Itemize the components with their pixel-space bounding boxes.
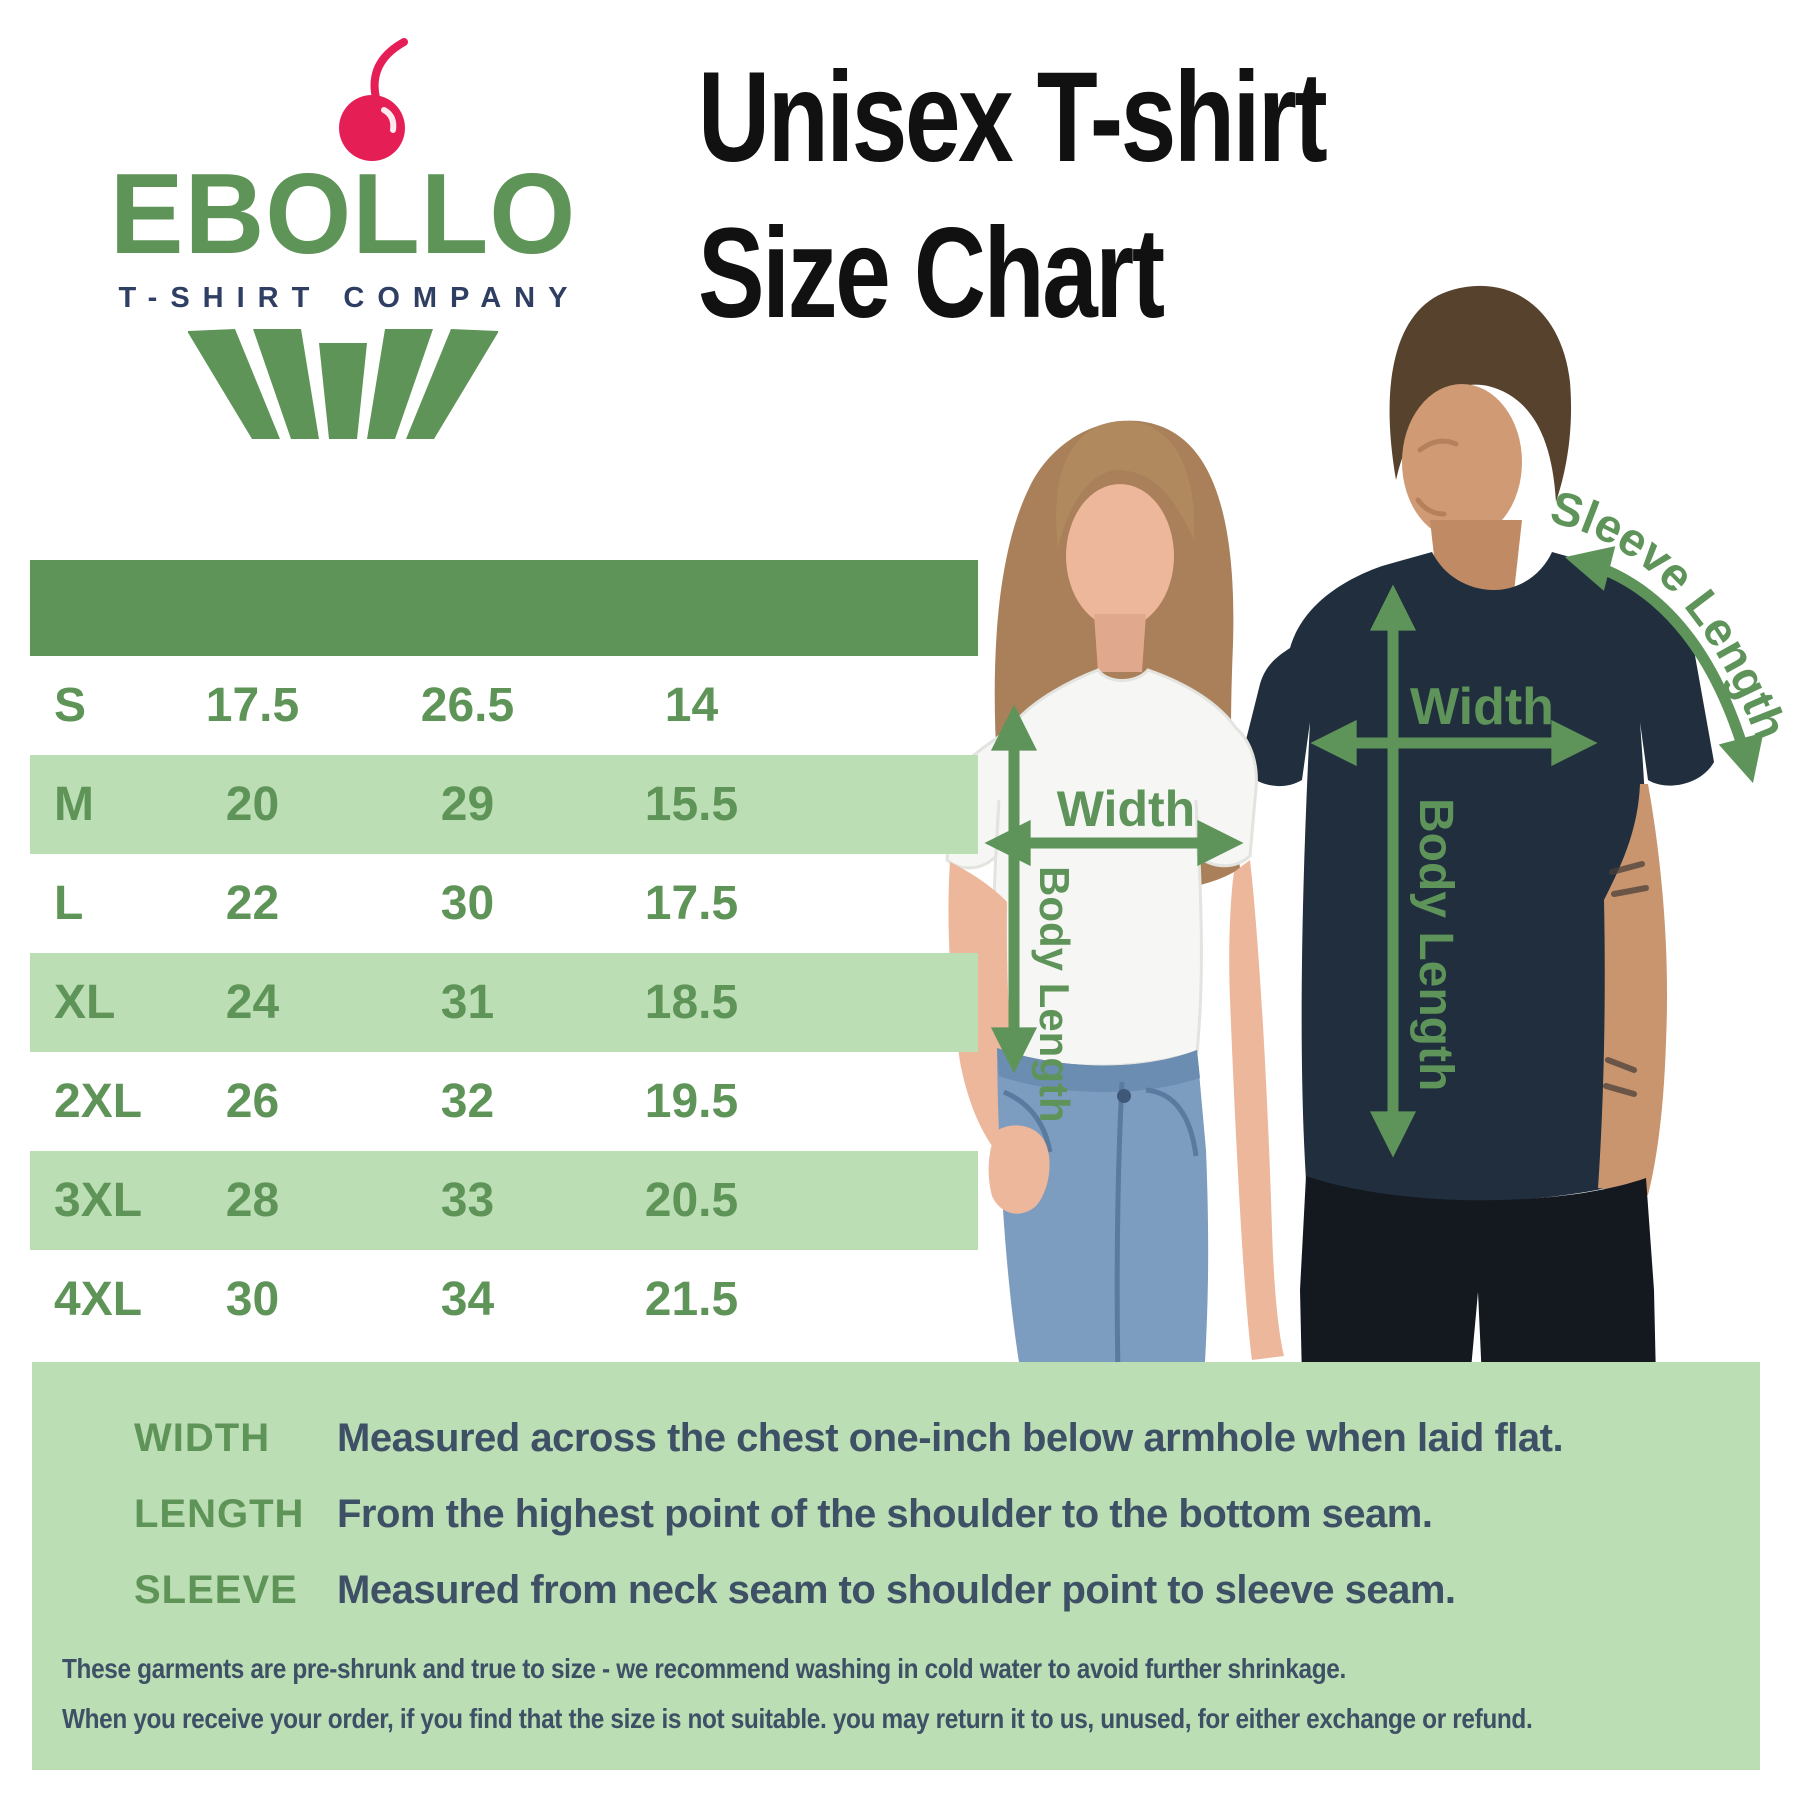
width-cell: 17.5: [205, 679, 300, 732]
length-cell: 30: [440, 877, 495, 930]
column-header-length: Length (in): [372, 581, 591, 635]
brand-logo: EBOLLO T-SHIRT COMPANY: [88, 36, 598, 439]
width-cell: 22: [225, 877, 280, 930]
measurement-overlay: [984, 546, 1764, 1158]
table-row: 3XL 28 33 20.5: [30, 1151, 978, 1250]
sleeve-cell: 18.5: [644, 976, 739, 1029]
note-line: These garments are pre-shrunk and true t…: [62, 1653, 1346, 1684]
definition-row: SLEEVE Measured from neck seam to should…: [62, 1568, 1730, 1613]
definition-term: WIDTH: [134, 1416, 271, 1460]
width-cell: 20: [225, 778, 280, 831]
brand-name: EBOLLO: [109, 151, 577, 278]
size-cell: S: [54, 679, 87, 732]
column-header-width: Width (in): [155, 581, 351, 635]
width-cell: 24: [225, 976, 280, 1029]
length-cell: 31: [440, 976, 495, 1029]
size-cell: 3XL: [54, 1174, 143, 1227]
woman-jeans: [997, 1048, 1209, 1380]
table-row: XL 24 31 18.5: [30, 953, 978, 1052]
column-header-sleeve: Sleeve Length (in): [595, 581, 960, 635]
definition-row: WIDTH Measured across the chest one-inch…: [62, 1416, 1730, 1461]
woman-body-length-label: Body Length: [1031, 866, 1078, 1123]
table-row: 2XL 26 32 19.5: [30, 1052, 978, 1151]
length-cell: 29: [440, 778, 495, 831]
definition-term: LENGTH: [134, 1492, 305, 1536]
table-row: S 17.5 26.5 14: [30, 656, 978, 755]
man-face: [1402, 384, 1522, 540]
size-cell: L: [54, 877, 84, 930]
woman-front-hair: [1056, 420, 1195, 548]
page-title: Unisex T-shirt Size Chart: [698, 40, 1328, 352]
man-pants: [1300, 1176, 1656, 1380]
woman-neck: [1094, 614, 1146, 672]
jeans-button: [1117, 1089, 1131, 1103]
sleeve-cell: 21.5: [644, 1273, 739, 1326]
size-table: Size Width (in) Length (in) Sleeve Lengt…: [30, 560, 978, 1349]
sleeve-cell: 15.5: [644, 778, 739, 831]
size-cell: XL: [54, 976, 116, 1029]
jeans-waistband: [997, 1048, 1200, 1093]
width-cell: 30: [225, 1273, 280, 1326]
table-row: 4XL 30 34 21.5: [30, 1250, 978, 1349]
care-notes: These garments are pre-shrunk and true t…: [62, 1644, 1730, 1744]
man-body-length-label: Body Length: [1409, 798, 1462, 1091]
size-table-header: Size Width (in) Length (in) Sleeve Lengt…: [30, 560, 978, 656]
man-hair: [1389, 285, 1572, 502]
definition-description: From the highest point of the shoulder t…: [337, 1492, 1433, 1536]
sleeve-cell: 14: [664, 679, 719, 732]
woman-hand: [988, 1125, 1050, 1214]
definition-description: Measured across the chest one-inch below…: [337, 1416, 1564, 1460]
man-model: [1240, 285, 1714, 1380]
tattoo-marks: [1603, 861, 1649, 1097]
cherry-icon: [339, 38, 408, 161]
width-cell: 26: [225, 1075, 280, 1128]
sleeve-cell: 19.5: [644, 1075, 739, 1128]
woman-model: [945, 420, 1284, 1380]
definition-row: LENGTH From the highest point of the sho…: [62, 1492, 1730, 1537]
brand-tagline: T-SHIRT COMPANY: [118, 282, 581, 314]
length-cell: 34: [440, 1273, 495, 1326]
sleeve-cell: 17.5: [644, 877, 739, 930]
man-arm: [1598, 784, 1668, 1195]
definition-term: SLEEVE: [134, 1568, 298, 1612]
table-row: M 20 29 15.5: [30, 755, 978, 854]
length-cell: 33: [440, 1174, 495, 1227]
column-header-size: Size: [54, 581, 139, 635]
definition-description: Measured from neck seam to shoulder poin…: [337, 1568, 1456, 1612]
width-cell: 28: [225, 1174, 280, 1227]
note-line: When you receive your order, if you find…: [62, 1702, 1533, 1734]
woman-right-arm: [1229, 860, 1284, 1360]
page-title-line2: Size Chart: [698, 202, 1165, 346]
cupcake-liner-icon: [188, 329, 498, 439]
length-cell: 26.5: [420, 679, 515, 732]
man-width-label: Width: [1410, 678, 1554, 736]
woman-width-label: Width: [1057, 781, 1195, 837]
size-cell: 2XL: [54, 1075, 143, 1128]
woman-face: [1066, 484, 1174, 628]
size-cell: M: [54, 778, 94, 831]
jeans-seams: [1002, 1081, 1199, 1379]
sleeve-cell: 20.5: [644, 1174, 739, 1227]
sleeve-length-arrow: [1564, 546, 1764, 784]
table-row: L 22 30 17.5: [30, 854, 978, 953]
length-cell: 32: [440, 1075, 495, 1128]
man-neck: [1430, 520, 1522, 592]
size-cell: 4XL: [54, 1273, 143, 1326]
page-title-line1: Unisex T-shirt: [698, 46, 1328, 189]
measure-guide-panel: WIDTH Measured across the chest one-inch…: [32, 1362, 1760, 1770]
man-face-shading: [1415, 438, 1459, 517]
